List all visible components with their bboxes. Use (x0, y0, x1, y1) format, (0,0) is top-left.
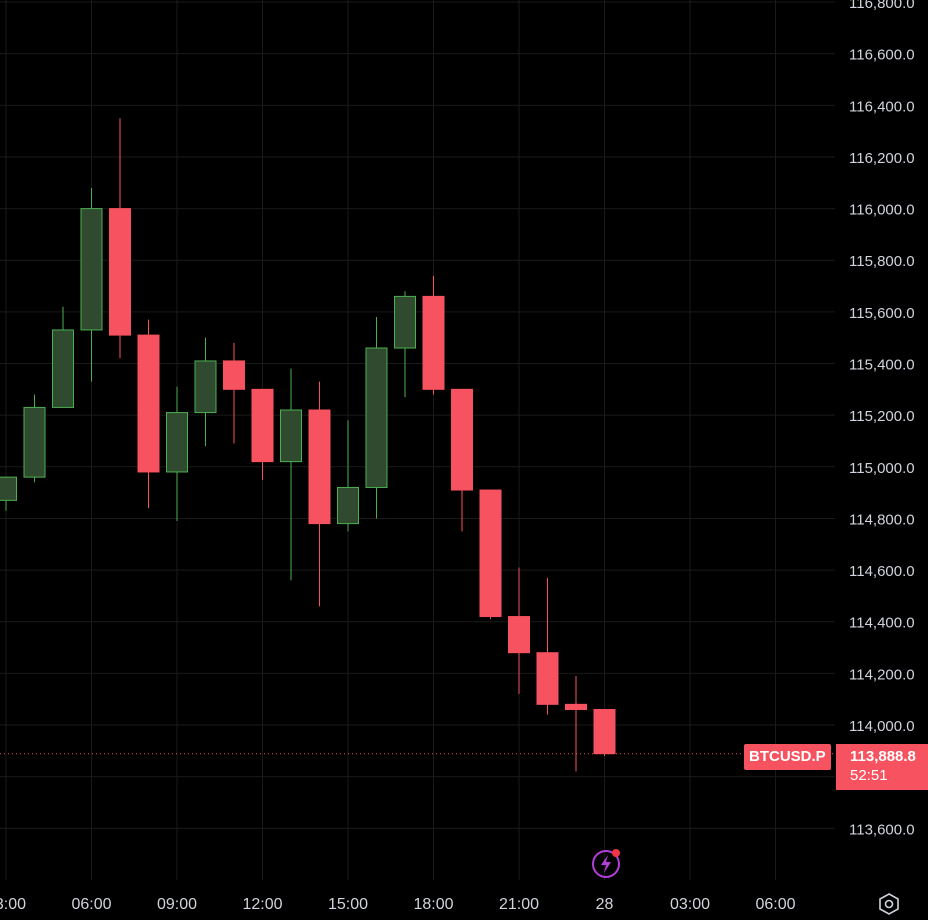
candle-down (308, 381, 331, 607)
candle-body (536, 652, 559, 705)
price-tick-label: 114,200.0 (849, 666, 915, 683)
candle-down (422, 275, 445, 395)
candle-body (166, 412, 188, 473)
time-tick-label: 03:00 (670, 896, 710, 913)
candle-body (80, 208, 103, 331)
candle-body (280, 409, 302, 463)
price-tick-label: 113,600.0 (849, 821, 915, 838)
candle-body (451, 388, 473, 491)
price-tick-label: 116,600.0 (849, 47, 915, 64)
candle-body (394, 295, 416, 349)
candle-down (479, 489, 502, 620)
candle-up (280, 368, 302, 581)
bar-countdown: 52:51 (850, 767, 888, 784)
price-tick-label: 114,000.0 (849, 718, 915, 735)
time-tick-label: 03:00 (0, 896, 26, 913)
time-tick-label: 21:00 (499, 896, 539, 913)
candle-up (23, 394, 46, 483)
last-price-badge: 113,888.8 52:51 (836, 744, 928, 790)
price-tick-label: 116,000.0 (849, 202, 915, 219)
candle-body (308, 409, 331, 525)
time-tick-label: 06:00 (755, 896, 795, 913)
price-tick-label: 114,600.0 (849, 563, 915, 580)
candle-body (337, 486, 359, 525)
time-tick-label: 15:00 (328, 896, 368, 913)
candle-body (422, 295, 445, 390)
candle-down (565, 675, 587, 772)
price-tick-label: 116,200.0 (849, 150, 915, 167)
price-tick-label: 116,800.0 (849, 0, 915, 12)
candle-down (223, 342, 245, 444)
candle-body (52, 329, 74, 408)
price-tick-label: 116,400.0 (849, 98, 915, 115)
candle-up (337, 420, 359, 532)
time-tick-label: 06:00 (71, 896, 111, 913)
candle-up (166, 386, 188, 522)
lightning-alert-icon[interactable] (590, 846, 624, 880)
price-tick-label: 115,600.0 (849, 305, 915, 322)
candle-up (52, 306, 74, 408)
candle-body (0, 476, 17, 501)
candle-body (109, 208, 131, 336)
candle-body (223, 360, 245, 390)
candle-down (109, 118, 131, 359)
candle-body (194, 360, 217, 414)
candle-body (23, 406, 46, 478)
price-tick-label: 115,000.0 (849, 460, 915, 477)
candle-body (593, 709, 616, 755)
symbol-badge: BTCUSD.P (744, 744, 831, 770)
candle-up (394, 291, 416, 398)
time-tick-label: 28 (596, 896, 614, 913)
time-tick-label: 18:00 (413, 896, 453, 913)
candle-down (137, 319, 160, 509)
candle-up (194, 337, 217, 447)
candle-down (251, 388, 274, 480)
candle-body (137, 334, 160, 473)
price-tick-label: 114,800.0 (849, 511, 915, 528)
candle-body (365, 347, 388, 488)
candle-down (451, 388, 473, 532)
candle-down (508, 567, 530, 695)
candle-down (536, 577, 559, 715)
price-tick-label: 115,800.0 (849, 253, 915, 270)
time-tick-label: 12:00 (242, 896, 282, 913)
candle-down (593, 709, 616, 756)
chart-grid (0, 0, 835, 880)
candle-up (80, 187, 103, 382)
candles-layer (0, 118, 616, 772)
candle-up (365, 317, 388, 519)
price-tick-label: 115,400.0 (849, 357, 915, 374)
candle-body (508, 616, 530, 654)
settings-gear-icon[interactable] (878, 893, 900, 915)
candle-body (565, 703, 587, 711)
time-axis[interactable]: 03:00 06:00 09:00 12:00 15:00 18:00 21:00 28 03:… (0, 896, 796, 913)
candle-body (479, 489, 502, 618)
price-axis[interactable]: 113,600.0113,800.0114,000.0114,200.0114,… (849, 0, 915, 838)
candle-body (251, 388, 274, 463)
price-tick-label: 114,400.0 (849, 615, 915, 632)
price-tick-label: 115,200.0 (849, 408, 915, 425)
last-price-value: 113,888.8 (850, 748, 916, 765)
time-tick-label: 09:00 (157, 896, 197, 913)
candle-up (0, 476, 17, 511)
